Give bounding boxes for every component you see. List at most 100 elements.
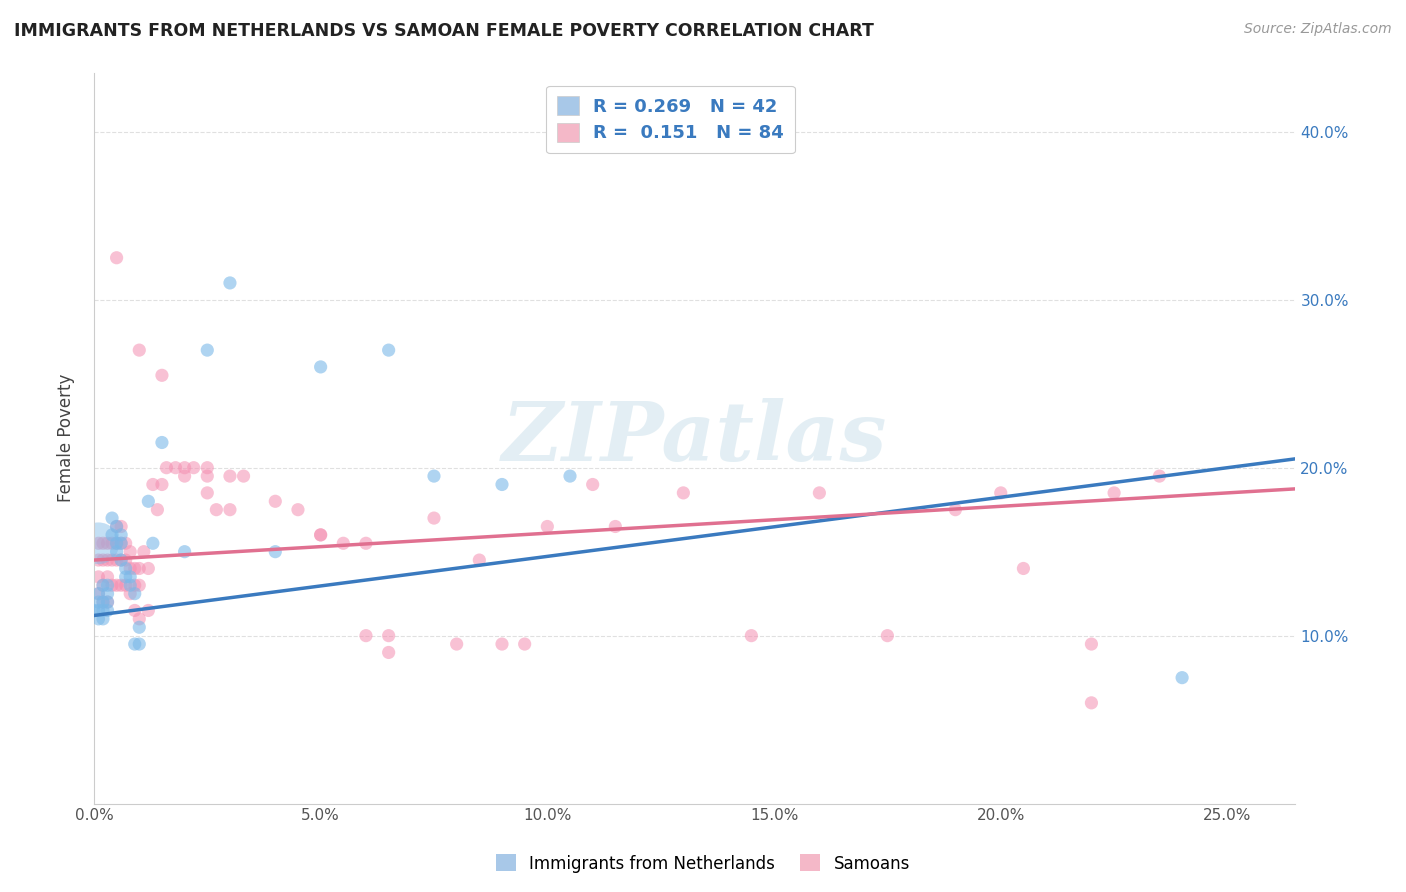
Point — [114, 578, 136, 592]
Point — [377, 645, 399, 659]
Point — [105, 519, 128, 533]
Point — [124, 637, 146, 651]
Point — [876, 629, 898, 643]
Point — [128, 612, 150, 626]
Point — [195, 469, 218, 483]
Point — [219, 276, 242, 290]
Point — [740, 629, 762, 643]
Point — [87, 587, 110, 601]
Point — [1080, 637, 1102, 651]
Point — [219, 469, 242, 483]
Point — [150, 477, 173, 491]
Point — [1102, 486, 1125, 500]
Point — [110, 553, 132, 567]
Point — [101, 511, 124, 525]
Point — [1149, 469, 1171, 483]
Point — [332, 536, 354, 550]
Point — [110, 536, 132, 550]
Point — [124, 561, 146, 575]
Legend: Immigrants from Netherlands, Samoans: Immigrants from Netherlands, Samoans — [489, 847, 917, 880]
Point — [491, 637, 513, 651]
Point — [83, 603, 105, 617]
Point — [377, 343, 399, 358]
Point — [120, 570, 142, 584]
Point — [120, 544, 142, 558]
Point — [354, 629, 377, 643]
Point — [309, 528, 332, 542]
Point — [120, 561, 142, 575]
Point — [128, 637, 150, 651]
Point — [173, 469, 195, 483]
Point — [101, 578, 124, 592]
Point — [150, 368, 173, 383]
Point — [605, 519, 627, 533]
Point — [146, 502, 169, 516]
Point — [110, 536, 132, 550]
Point — [1012, 561, 1035, 575]
Point — [264, 544, 287, 558]
Point — [195, 486, 218, 500]
Point — [105, 536, 128, 550]
Point — [142, 477, 165, 491]
Point — [105, 544, 128, 558]
Point — [91, 595, 114, 609]
Legend: R = 0.269   N = 42, R =  0.151   N = 84: R = 0.269 N = 42, R = 0.151 N = 84 — [547, 86, 794, 153]
Point — [264, 494, 287, 508]
Point — [105, 519, 128, 533]
Text: ZIPatlas: ZIPatlas — [502, 399, 887, 478]
Point — [287, 502, 309, 516]
Point — [165, 460, 187, 475]
Point — [105, 578, 128, 592]
Point — [91, 578, 114, 592]
Text: IMMIGRANTS FROM NETHERLANDS VS SAMOAN FEMALE POVERTY CORRELATION CHART: IMMIGRANTS FROM NETHERLANDS VS SAMOAN FE… — [14, 22, 875, 40]
Point — [96, 587, 118, 601]
Point — [558, 469, 581, 483]
Point — [87, 595, 110, 609]
Point — [309, 528, 332, 542]
Point — [128, 343, 150, 358]
Point — [96, 603, 118, 617]
Point — [105, 536, 128, 550]
Point — [232, 469, 254, 483]
Text: Source: ZipAtlas.com: Source: ZipAtlas.com — [1244, 22, 1392, 37]
Point — [582, 477, 605, 491]
Point — [491, 477, 513, 491]
Point — [87, 612, 110, 626]
Point — [423, 469, 446, 483]
Point — [945, 502, 967, 516]
Point — [138, 494, 160, 508]
Point — [101, 553, 124, 567]
Point — [91, 595, 114, 609]
Point — [513, 637, 536, 651]
Point — [124, 603, 146, 617]
Point — [91, 603, 114, 617]
Point — [105, 553, 128, 567]
Point — [124, 578, 146, 592]
Point — [124, 587, 146, 601]
Point — [446, 637, 468, 651]
Point — [138, 561, 160, 575]
Y-axis label: Female Poverty: Female Poverty — [58, 374, 75, 502]
Point — [101, 528, 124, 542]
Point — [91, 612, 114, 626]
Point — [808, 486, 831, 500]
Point — [96, 536, 118, 550]
Point — [205, 502, 228, 516]
Point — [1080, 696, 1102, 710]
Point — [96, 595, 118, 609]
Point — [120, 578, 142, 592]
Point — [195, 460, 218, 475]
Point — [105, 251, 128, 265]
Point — [309, 359, 332, 374]
Point — [672, 486, 695, 500]
Point — [110, 528, 132, 542]
Point — [91, 578, 114, 592]
Point — [173, 544, 195, 558]
Point — [96, 570, 118, 584]
Point — [114, 561, 136, 575]
Point — [87, 587, 110, 601]
Point — [354, 536, 377, 550]
Point — [87, 553, 110, 567]
Point — [96, 578, 118, 592]
Point — [91, 553, 114, 567]
